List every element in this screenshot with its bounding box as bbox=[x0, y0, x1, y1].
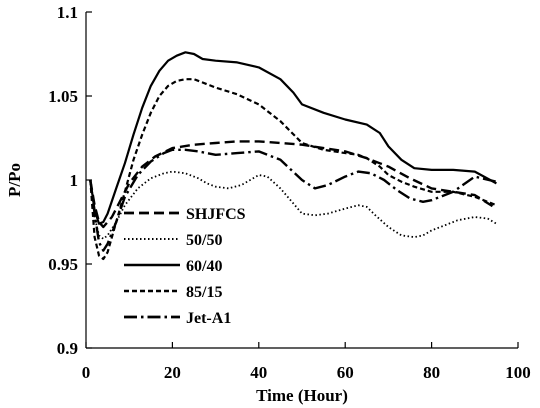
y-tick-label: 0.95 bbox=[48, 255, 78, 274]
series-line-60-40 bbox=[89, 51, 497, 225]
legend: SHJFCS 50/50 60/40 85/15 Jet-A1 bbox=[124, 206, 246, 327]
y-tick-label: 1.1 bbox=[57, 3, 78, 22]
series-line-shjfcs bbox=[89, 140, 498, 229]
x-tick-label: 100 bbox=[505, 363, 531, 382]
legend-label: 85/15 bbox=[186, 284, 222, 301]
x-tick-label: 60 bbox=[337, 363, 354, 382]
legend-label: Jet-A1 bbox=[186, 310, 231, 327]
series-line-50-50 bbox=[89, 170, 497, 240]
legend-label: SHJFCS bbox=[186, 206, 246, 223]
series-line-85-15 bbox=[89, 78, 497, 261]
series-lines bbox=[89, 51, 498, 261]
series-line-jet-a1 bbox=[89, 148, 497, 252]
x-tick-label: 0 bbox=[82, 363, 91, 382]
y-tick-label: 1 bbox=[70, 171, 79, 190]
y-tick-label: 0.9 bbox=[57, 339, 78, 358]
legend-label: 50/50 bbox=[186, 232, 222, 249]
y-axis-title: P/Po bbox=[5, 163, 24, 197]
legend-label: 60/40 bbox=[186, 258, 222, 275]
x-tick-label: 80 bbox=[423, 363, 440, 382]
x-axis-title: Time (Hour) bbox=[256, 386, 348, 405]
x-tick-label: 20 bbox=[164, 363, 181, 382]
x-tick-label: 40 bbox=[250, 363, 267, 382]
x-ticks: 0 20 40 60 80 100 bbox=[82, 342, 531, 382]
y-tick-label: 1.05 bbox=[48, 87, 78, 106]
